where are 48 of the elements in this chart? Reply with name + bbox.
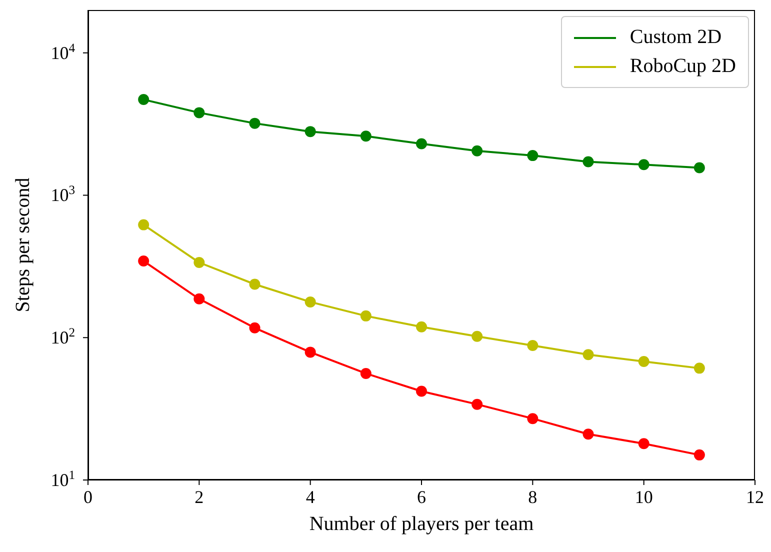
point — [638, 159, 650, 170]
legend-label: Custom 2D — [630, 26, 722, 49]
point — [416, 138, 427, 150]
x-tick-label: 12 — [746, 487, 764, 507]
point — [194, 256, 205, 268]
point — [582, 156, 594, 168]
point — [138, 219, 150, 230]
x-tick-label: 10 — [634, 487, 653, 507]
point — [304, 296, 316, 308]
x-axis-title: Number of players per team — [309, 513, 534, 535]
point — [249, 322, 260, 334]
point — [304, 346, 316, 358]
point — [249, 278, 260, 290]
x-tick-label: 2 — [194, 487, 204, 507]
point — [527, 340, 538, 352]
point — [472, 330, 483, 342]
point — [360, 130, 372, 142]
point — [527, 150, 538, 162]
point — [527, 413, 538, 424]
y-tick-label: 10$^{2}$ — [50, 326, 75, 348]
point — [360, 368, 372, 379]
point — [694, 449, 705, 460]
point — [638, 438, 650, 450]
point — [582, 349, 594, 360]
x-tick-label: 8 — [528, 487, 538, 507]
x-tick-label: 0 — [84, 487, 92, 507]
point — [360, 310, 372, 322]
point — [472, 398, 483, 410]
x-tick-label: 6 — [417, 487, 426, 507]
point — [304, 126, 316, 138]
y-axis-title: Steps per second — [12, 178, 34, 312]
point — [638, 356, 650, 367]
point — [694, 362, 705, 374]
point — [694, 162, 705, 174]
point — [138, 94, 150, 106]
point — [582, 428, 594, 440]
point — [194, 293, 205, 304]
legend-label: RoboCup 2D — [630, 55, 736, 78]
y-tick-label: 10$^{1}$ — [50, 468, 75, 490]
point — [416, 386, 427, 397]
point — [472, 145, 483, 156]
point — [249, 118, 260, 129]
x-tick-label: 4 — [306, 487, 315, 507]
point — [194, 107, 205, 118]
y-tick-label: 10$^{4}$ — [50, 40, 76, 63]
point — [416, 321, 427, 332]
y-tick-label: 10$^{3}$ — [50, 183, 75, 206]
point — [138, 256, 150, 267]
